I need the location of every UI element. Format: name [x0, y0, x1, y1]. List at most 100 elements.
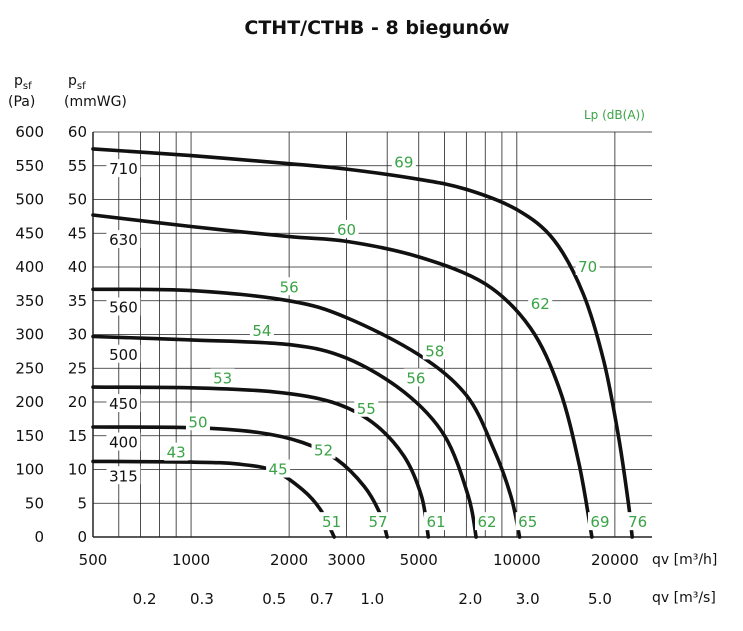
noise-label: 45	[269, 461, 288, 479]
legend-label: Lp (dB(A))	[584, 108, 645, 122]
x-tick-label: 10000	[493, 551, 541, 569]
x2-tick-label: 5.0	[588, 590, 612, 608]
noise-label-bg	[403, 368, 428, 387]
noise-label-bg	[277, 277, 302, 296]
noise-label-bg	[311, 440, 336, 459]
noise-label-bg	[575, 257, 600, 275]
y2-tick-label: 0	[77, 528, 87, 546]
noise-label-bg	[528, 294, 553, 313]
x-tick-label: 5000	[400, 551, 438, 569]
size-label: 315	[109, 467, 138, 485]
noise-label-bg	[587, 512, 612, 531]
noise-label-bg	[625, 512, 650, 531]
noise-label: 56	[280, 278, 299, 296]
size-label-bg	[106, 230, 141, 248]
noise-label-bg	[475, 512, 500, 531]
size-label-bg	[106, 297, 141, 316]
x-ticks: 500 1000 2000 3000 5000 10000 20000 0.2 0.3 0.5 0.…	[79, 551, 639, 608]
grid	[92, 131, 652, 538]
y-tick-label: 300	[15, 326, 44, 344]
noise-label: 58	[425, 342, 444, 360]
x2-tick-label: 0.5	[262, 590, 286, 608]
left-axis-label: psf (Pa)	[8, 73, 35, 110]
y2-tick-label: 5	[77, 494, 87, 512]
y-tick-label: 100	[15, 461, 44, 479]
y-ticks: 0 0 50 5 100 10 150 15 200 20 250 25 300 30 350 35 400 40…	[15, 123, 87, 546]
x2-tick-label: 0.2	[133, 590, 157, 608]
size-label-bg	[106, 344, 141, 363]
noise-label-bg	[266, 459, 291, 478]
x2-axis-label: qv [m³/s]	[652, 590, 716, 606]
x-tick-label: 20000	[591, 551, 639, 569]
svg-text:(Pa): (Pa)	[8, 94, 35, 110]
noise-label: 65	[518, 513, 537, 531]
curve-450	[91, 385, 431, 539]
noise-label: 53	[213, 369, 232, 387]
size-label: 710	[109, 160, 138, 178]
size-label: 560	[109, 299, 138, 317]
noise-label: 52	[314, 442, 333, 460]
y2-tick-label: 40	[68, 258, 87, 276]
noise-label-bg	[334, 219, 359, 238]
noise-label: 56	[406, 369, 425, 387]
y-tick-label: 400	[15, 258, 44, 276]
x2-tick-label: 2.0	[458, 590, 482, 608]
noise-label-bg	[319, 512, 344, 531]
noise-label: 62	[477, 513, 496, 531]
right-axis-label: psf (mmWG)	[64, 73, 127, 110]
noise-label: 69	[394, 153, 413, 171]
noise-label: 51	[322, 513, 341, 531]
noise-label: 54	[252, 322, 271, 340]
x-tick-label: 1000	[172, 551, 210, 569]
y2-tick-label: 10	[68, 461, 87, 479]
x2-tick-label: 0.3	[190, 590, 214, 608]
x-tick-label: 3000	[327, 551, 365, 569]
noise-label: 62	[531, 295, 550, 313]
size-label: 400	[109, 434, 138, 452]
y-tick-label: 50	[25, 494, 44, 512]
x-axis-label: qv [m³/h]	[652, 552, 717, 568]
x2-tick-label: 0.7	[310, 590, 334, 608]
size-label-bg	[106, 432, 141, 451]
noise-label-bg	[391, 152, 416, 171]
noise-label-bg	[515, 512, 540, 531]
curve-560	[91, 287, 522, 539]
y2-tick-label: 55	[68, 157, 87, 175]
y2-tick-label: 15	[68, 427, 87, 445]
svg-text:psf: psf	[68, 73, 86, 92]
y-tick-label: 0	[34, 528, 44, 546]
noise-label-bg	[424, 512, 449, 531]
noise-label: 70	[578, 258, 597, 276]
noise-label: 43	[167, 444, 186, 462]
y2-tick-label: 25	[68, 359, 87, 377]
noise-label: 60	[337, 221, 356, 239]
y-tick-label: 350	[15, 292, 44, 310]
y-tick-label: 550	[15, 157, 44, 175]
y-tick-label: 150	[15, 427, 44, 445]
y-tick-label: 200	[15, 393, 44, 411]
y-tick-label: 250	[15, 359, 44, 377]
noise-label-bg	[366, 512, 391, 531]
noise-label: 50	[188, 413, 207, 431]
y-tick-label: 450	[15, 224, 44, 242]
noise-label-bg	[354, 398, 379, 417]
noise-label: 61	[427, 513, 446, 531]
noise-label: 69	[590, 513, 609, 531]
curve-710	[91, 147, 634, 539]
y2-tick-label: 45	[68, 224, 87, 242]
noise-label: 55	[357, 400, 376, 418]
y2-tick-label: 20	[68, 393, 87, 411]
size-label-bg	[106, 466, 141, 485]
noise-label-bg	[164, 442, 189, 461]
y2-tick-label: 35	[68, 292, 87, 310]
x-tick-label: 2000	[270, 551, 308, 569]
noise-labels: 4345515052575355615456625658656062696970…	[164, 152, 650, 531]
noise-label-bg	[185, 412, 210, 431]
svg-text:psf: psf	[14, 73, 32, 92]
size-label: 630	[109, 231, 138, 249]
performance-curves	[91, 147, 634, 539]
svg-text:(mmWG): (mmWG)	[64, 94, 127, 110]
y2-tick-label: 50	[68, 191, 87, 209]
y-tick-label: 600	[15, 123, 44, 141]
